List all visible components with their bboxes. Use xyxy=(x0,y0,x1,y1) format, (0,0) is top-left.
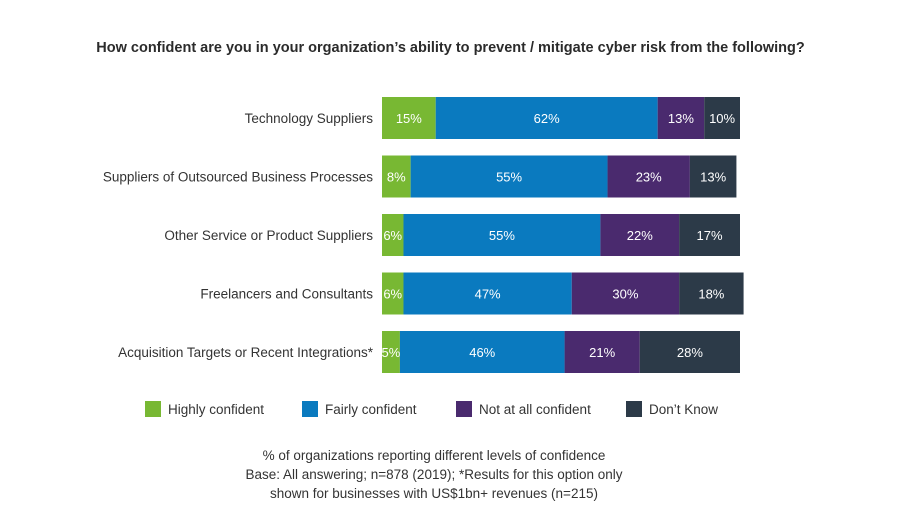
footnote-line-1: % of organizations reporting different l… xyxy=(262,448,606,463)
category-label-freelancers-and-consultants: Freelancers and Consultants xyxy=(200,287,373,302)
data-label-don-t-know-1: 10% xyxy=(709,111,735,126)
bar-not-at-all-confident-3 xyxy=(600,214,680,256)
data-label-not-at-all-confident-4: 30% xyxy=(612,287,638,302)
data-label-fairly-confident-2: 55% xyxy=(496,170,522,185)
legend-item-highly-confident: Highly confident xyxy=(145,401,264,417)
stacked-bar-chart: Technology Suppliers 15% 62% 13% 10% Supplier… xyxy=(103,97,744,373)
bar-highly-confident-1 xyxy=(382,97,436,139)
bar-not-at-all-confident-2 xyxy=(607,155,690,198)
footnote: % of organizations reporting different l… xyxy=(0,446,868,503)
data-label-highly-confident-3: 6% xyxy=(383,228,402,243)
bar-don-t-know-2 xyxy=(689,155,737,198)
bar-don-t-know-5 xyxy=(639,331,740,373)
footnote-line-2: Base: All answering; n=878 (2019); *Resu… xyxy=(245,467,623,482)
legend-swatch-not-at-all-confident xyxy=(456,401,472,417)
data-label-highly-confident-2: 8% xyxy=(387,170,406,185)
category-label-other-service-or-product-suppliers: Other Service or Product Suppliers xyxy=(164,228,373,243)
data-label-don-t-know-2: 13% xyxy=(700,170,726,185)
data-label-not-at-all-confident-3: 22% xyxy=(627,228,653,243)
data-label-fairly-confident-4: 47% xyxy=(475,287,501,302)
legend-swatch-highly-confident xyxy=(145,401,161,417)
legend-label-not-at-all-confident: Not at all confident xyxy=(479,401,591,417)
bar-highly-confident-3 xyxy=(382,214,404,256)
bar-fairly-confident-1 xyxy=(435,97,658,139)
bar-don-t-know-4 xyxy=(679,272,744,315)
bar-don-t-know-1 xyxy=(704,97,740,139)
data-label-don-t-know-3: 17% xyxy=(697,228,723,243)
data-label-fairly-confident-3: 55% xyxy=(489,228,515,243)
bar-not-at-all-confident-4 xyxy=(571,272,680,315)
legend: Highly confident Fairly confident Not at… xyxy=(0,401,901,421)
bar-fairly-confident-5 xyxy=(399,331,565,373)
bar-not-at-all-confident-1 xyxy=(657,97,705,139)
legend-item-fairly-confident: Fairly confident xyxy=(302,401,417,417)
bar-highly-confident-4 xyxy=(382,272,404,315)
category-label-acquisition-targets-or-recent-integrations: Acquisition Targets or Recent Integratio… xyxy=(118,345,374,360)
data-label-don-t-know-5: 28% xyxy=(677,345,703,360)
data-label-highly-confident-1: 15% xyxy=(396,111,422,126)
footnote-line-3: shown for businesses with US$1bn+ revenu… xyxy=(270,486,598,501)
bar-fairly-confident-3 xyxy=(403,214,601,256)
data-label-not-at-all-confident-2: 23% xyxy=(636,170,662,185)
bar-not-at-all-confident-5 xyxy=(564,331,640,373)
legend-swatch-dont-know xyxy=(626,401,642,417)
legend-item-dont-know: Don’t Know xyxy=(626,401,718,417)
bar-fairly-confident-2 xyxy=(410,155,608,198)
category-label-technology-suppliers: Technology Suppliers xyxy=(245,111,374,126)
legend-swatch-fairly-confident xyxy=(302,401,318,417)
legend-label-dont-know: Don’t Know xyxy=(649,401,719,417)
data-label-fairly-confident-1: 62% xyxy=(534,111,560,126)
data-label-don-t-know-4: 18% xyxy=(698,287,724,302)
legend-label-highly-confident: Highly confident xyxy=(168,401,265,417)
bar-fairly-confident-4 xyxy=(403,272,572,315)
bar-highly-confident-5 xyxy=(382,331,400,373)
data-label-highly-confident-4: 6% xyxy=(383,287,402,302)
data-label-fairly-confident-5: 46% xyxy=(469,345,495,360)
category-label-suppliers-of-outsourced-business-processes: Suppliers of Outsourced Business Process… xyxy=(103,170,373,185)
bar-highly-confident-2 xyxy=(382,155,411,198)
data-label-not-at-all-confident-1: 13% xyxy=(668,111,694,126)
data-label-not-at-all-confident-5: 21% xyxy=(589,345,615,360)
legend-label-fairly-confident: Fairly confident xyxy=(325,401,417,417)
chart-title: How confident are you in your organizati… xyxy=(96,40,805,56)
data-label-highly-confident-5: 5% xyxy=(382,345,401,360)
legend-item-not-at-all-confident: Not at all confident xyxy=(456,401,591,417)
bar-don-t-know-3 xyxy=(679,214,740,256)
